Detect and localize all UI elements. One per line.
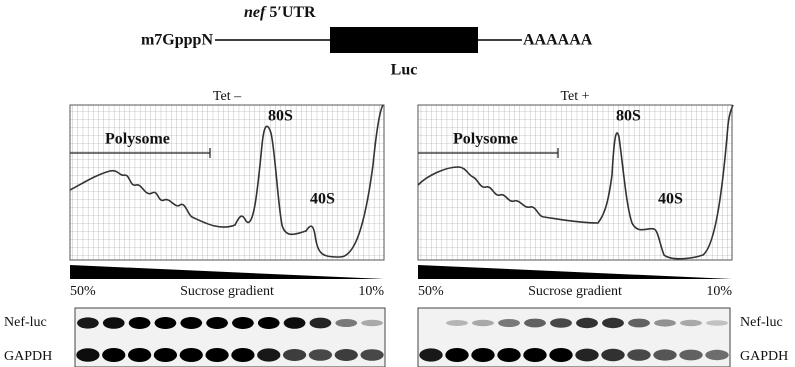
gradient-high: 50% [70, 284, 96, 299]
gradient-wedge [418, 265, 732, 279]
band [654, 319, 676, 326]
band [154, 348, 177, 362]
gradient-label: Sucrose gradient [528, 284, 622, 299]
band [103, 317, 125, 329]
band [360, 349, 383, 361]
panel-title: Tet + [560, 89, 589, 104]
blot-label: Nef-luc [740, 315, 783, 330]
band [628, 319, 650, 328]
polysome-label: Polysome [453, 131, 518, 148]
band [523, 348, 546, 362]
band [283, 349, 306, 361]
band [601, 349, 624, 361]
band [310, 318, 332, 329]
band [335, 319, 357, 327]
band [549, 348, 572, 362]
band [284, 317, 306, 329]
tail-label: AAAAAA [523, 32, 593, 49]
peak-40s: 40S [658, 191, 683, 208]
band [361, 320, 383, 326]
band [129, 317, 151, 329]
peak-80s: 80S [268, 108, 293, 125]
band [576, 318, 598, 328]
blot-label: Nef-luc [4, 315, 47, 330]
panel-title: Tet – [213, 89, 242, 104]
band [550, 318, 572, 328]
band [205, 348, 228, 362]
gradient-high: 50% [418, 284, 444, 299]
peak-80s: 80S [616, 108, 641, 125]
band [76, 348, 99, 362]
band [653, 349, 676, 360]
band [155, 317, 177, 329]
band [524, 319, 546, 328]
band [257, 348, 280, 361]
band [77, 317, 99, 328]
band [706, 320, 728, 326]
band [680, 320, 702, 326]
gradient-label: Sucrose gradient [180, 284, 274, 299]
blot-label: GAPDH [740, 349, 788, 364]
cap-label: m7GpppN [141, 32, 213, 49]
band [232, 317, 254, 329]
gradient-low: 10% [706, 284, 732, 299]
band [446, 320, 468, 326]
gradient-wedge [70, 265, 384, 279]
band [128, 348, 151, 362]
peak-40s: 40S [310, 191, 335, 208]
band [602, 318, 624, 328]
profile-grid [418, 105, 732, 260]
band [497, 348, 520, 362]
band [471, 348, 494, 362]
orf-box [330, 27, 478, 53]
band [419, 348, 442, 361]
band [679, 350, 702, 361]
band [180, 317, 202, 329]
band [335, 349, 358, 361]
gradient-low: 10% [358, 284, 384, 299]
utr-text: 5′UTR [269, 4, 316, 21]
blot-label: GAPDH [4, 349, 52, 364]
band [258, 317, 280, 329]
band [498, 319, 520, 327]
band [102, 348, 125, 362]
band [705, 350, 728, 360]
band [309, 349, 332, 361]
figure: m7GpppN nef5′UTR Luc AAAAAA Tet – Polysom… [0, 0, 795, 367]
utr-gene: nef [244, 4, 267, 21]
band [206, 317, 228, 329]
band [575, 349, 598, 362]
band [231, 348, 254, 362]
band [180, 348, 203, 362]
band [627, 349, 650, 361]
band [472, 320, 494, 326]
orf-label: Luc [391, 62, 418, 79]
page: m7GpppN nef5′UTR Luc AAAAAA Tet – Polysom… [0, 0, 795, 367]
band [445, 348, 468, 362]
profile-grid [70, 105, 384, 260]
polysome-label: Polysome [105, 131, 170, 148]
